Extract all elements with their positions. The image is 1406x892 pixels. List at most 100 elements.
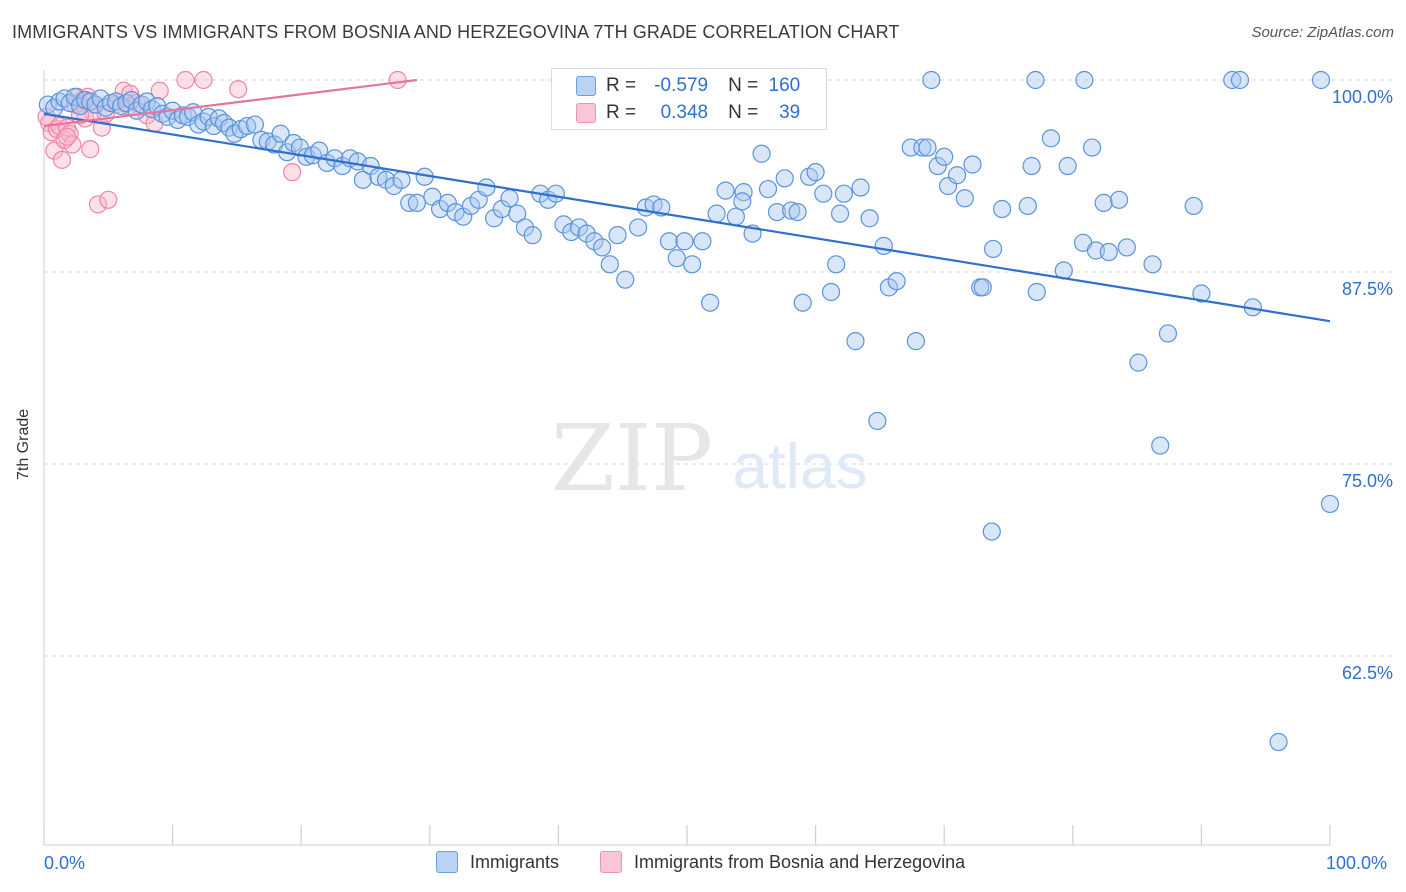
data-point-bosnia — [229, 80, 248, 99]
data-point-immigrants — [821, 282, 841, 302]
data-point-immigrants — [353, 170, 373, 189]
source-credit: Source: ZipAtlas.com — [1251, 24, 1394, 41]
data-point-immigrants — [868, 411, 887, 431]
data-point-bosnia — [176, 70, 195, 90]
data-point-bosnia — [194, 70, 213, 90]
data-point-immigrants — [1223, 70, 1242, 90]
data-point-immigrants — [515, 218, 535, 237]
y-tick-labels: 100.0% 87.5% 75.0% 62.5% — [1332, 87, 1393, 683]
trendline-immigrants — [43, 112, 1331, 323]
data-point-immigrants — [608, 226, 627, 245]
data-point-immigrants — [887, 272, 906, 291]
data-point-immigrants — [523, 226, 542, 245]
data-point-immigrants — [675, 232, 694, 251]
data-point-immigrants — [593, 238, 612, 257]
gridlines — [44, 79, 1395, 657]
data-point-immigrants — [577, 224, 596, 243]
chart-title: IMMIGRANTS VS IMMIGRANTS FROM BOSNIA AND… — [12, 22, 900, 42]
data-point-immigrants — [788, 202, 807, 222]
legend-n-value: 39 — [779, 102, 801, 123]
legend-r-value: 0.348 — [660, 102, 709, 123]
data-point-immigrants — [726, 207, 745, 226]
legend-swatch-blue — [576, 76, 596, 96]
data-point-bosnia — [283, 163, 302, 182]
legend-row-immigrants: R = -0.579 N = 160 — [576, 74, 800, 98]
data-point-bosnia — [60, 124, 79, 143]
data-point-bosnia — [388, 70, 407, 90]
data-point-immigrants — [906, 332, 926, 351]
data-point-immigrants — [1230, 70, 1250, 90]
data-point-immigrants — [122, 90, 141, 110]
data-point-immigrants — [851, 178, 870, 197]
data-point-immigrants — [667, 249, 686, 268]
data-point-immigrants — [1099, 242, 1118, 262]
data-point-immigrants — [963, 155, 982, 174]
series-bosnia-points — [37, 70, 407, 214]
data-point-immigrants — [1192, 284, 1211, 303]
data-point-immigrants — [683, 255, 702, 274]
trendlines — [43, 78, 1331, 323]
data-point-immigrants — [1151, 436, 1170, 455]
trendline-bosnia — [43, 78, 418, 128]
data-point-immigrants — [508, 204, 527, 223]
data-point-immigrants — [238, 116, 257, 136]
data-point-immigrants — [983, 239, 1003, 259]
data-point-immigrants — [806, 163, 825, 182]
data-point-immigrants — [1018, 196, 1037, 216]
data-point-immigrants — [616, 270, 635, 289]
data-point-immigrants — [546, 184, 565, 203]
watermark-zip: ZIP — [551, 405, 713, 512]
data-point-immigrants — [734, 183, 753, 202]
data-point-immigrants — [600, 255, 619, 274]
axes — [43, 70, 1331, 846]
data-point-immigrants — [1109, 190, 1129, 209]
data-point-bosnia — [52, 150, 72, 169]
data-point-immigrants — [1027, 282, 1046, 302]
data-point-immigrants — [1320, 494, 1340, 514]
data-point-bosnia — [58, 127, 77, 146]
data-point-immigrants — [827, 255, 846, 274]
data-point-immigrants — [767, 202, 787, 222]
data-point-immigrants — [400, 193, 419, 212]
data-point-immigrants — [982, 522, 1001, 541]
data-point-immigrants — [814, 184, 833, 203]
legend-swatch-pink — [576, 103, 596, 123]
data-point-immigrants — [1058, 156, 1077, 176]
data-point-immigrants — [477, 178, 496, 197]
data-point-immigrants — [913, 138, 932, 157]
data-point-immigrants — [1022, 156, 1041, 176]
data-point-immigrants — [271, 124, 290, 143]
legend-item-bosnia: Immigrants from Bosnia and Herzegovina — [600, 851, 965, 873]
data-point-immigrants — [1184, 196, 1203, 216]
data-point-immigrants — [782, 201, 801, 220]
data-point-immigrants — [392, 170, 411, 189]
data-point-immigrants — [793, 293, 812, 312]
y-axis-label: 7th Grade — [15, 408, 32, 480]
data-point-immigrants — [438, 193, 457, 212]
legend-item-immigrants: Immigrants — [436, 851, 559, 873]
legend-swatch-blue — [436, 851, 458, 873]
legend-swatch-pink — [600, 851, 622, 873]
data-point-immigrants — [707, 204, 726, 223]
legend-label-bosnia: Immigrants from Bosnia and Herzegovina — [634, 851, 966, 872]
data-point-immigrants — [1075, 70, 1094, 90]
data-point-immigrants — [153, 104, 172, 123]
data-point-immigrants — [1041, 129, 1061, 148]
y-tick-label: 87.5% — [1342, 279, 1393, 299]
data-point-immigrants — [935, 147, 954, 166]
data-point-immigrants — [918, 138, 937, 157]
y-tick-label: 62.5% — [1342, 663, 1393, 683]
data-point-immigrants — [992, 199, 1012, 219]
data-point-immigrants — [1117, 238, 1136, 257]
data-point-immigrants — [928, 156, 947, 176]
data-point-bosnia — [99, 190, 118, 209]
legend-n-value: 160 — [768, 75, 801, 96]
stats-legend: R = -0.579 N = 160 R = 0.348 N = 39 — [551, 68, 827, 130]
x-tick-label-max: 100.0% — [1326, 853, 1388, 873]
data-point-immigrants — [860, 209, 879, 228]
data-point-immigrants — [117, 93, 136, 113]
data-point-immigrants — [922, 70, 941, 90]
data-point-immigrants — [846, 332, 865, 351]
data-point-immigrants — [629, 218, 648, 237]
